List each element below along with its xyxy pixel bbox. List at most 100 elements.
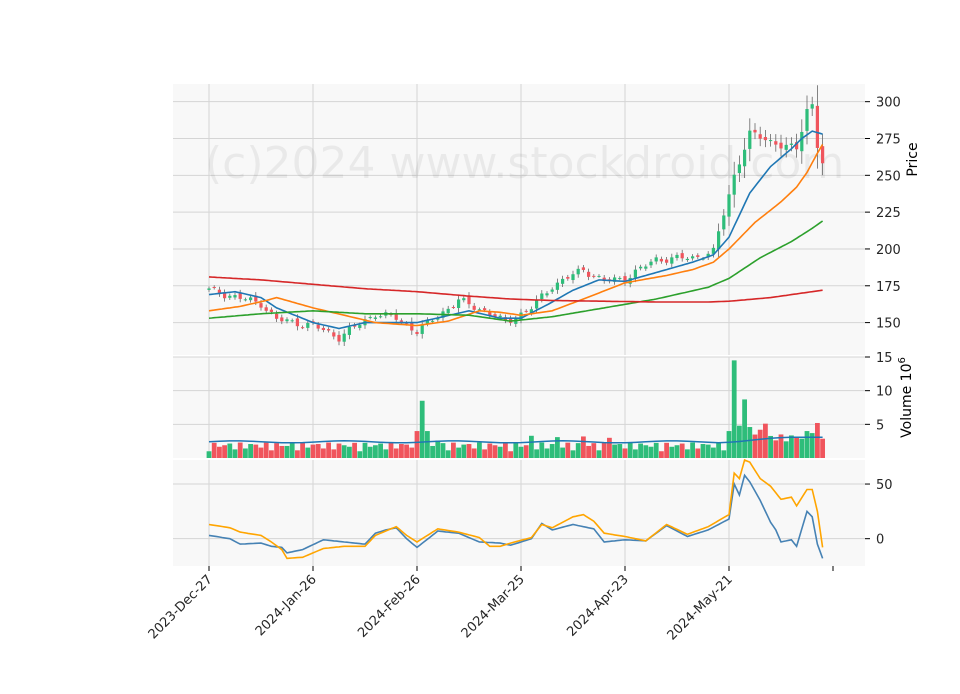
volume-bar (752, 434, 758, 458)
volume-bar (596, 450, 602, 458)
volume-bar (461, 444, 467, 458)
volume-bar (534, 449, 539, 458)
candle-body (358, 325, 362, 328)
candle-body (732, 174, 736, 195)
candle-body (415, 331, 419, 335)
candle-body (410, 321, 414, 331)
volume-bar (742, 399, 747, 458)
volume-bar (295, 450, 300, 458)
candle-body (618, 277, 622, 279)
candle-body (332, 332, 336, 337)
candle-body (820, 146, 825, 164)
candle-body (664, 259, 669, 263)
volume-bar (341, 445, 347, 458)
volume-bar (523, 445, 529, 458)
volume-bar (549, 444, 555, 458)
candle-body (534, 299, 539, 309)
candle-body (274, 313, 279, 319)
volume-bar (607, 437, 612, 458)
volume-bar (217, 446, 222, 458)
volume-bar (664, 442, 669, 458)
candle-body (493, 314, 497, 318)
candle-body (794, 142, 799, 150)
volume-bar (711, 447, 716, 458)
volume-ma-line (208, 436, 823, 444)
candle-body (238, 293, 242, 299)
volume-bar (705, 444, 711, 458)
volume-bar (659, 451, 664, 458)
candle-body (300, 327, 305, 329)
candle-body (742, 149, 747, 167)
osc_a-line (208, 473, 824, 559)
volume-bar (638, 443, 643, 458)
candle-body (555, 282, 560, 290)
candle-body (566, 276, 570, 279)
volume-tick-label: 10 (876, 385, 893, 400)
candle-body (394, 313, 398, 320)
candle-body (810, 104, 814, 109)
volume-bar (248, 444, 253, 458)
volume-bar (815, 422, 820, 458)
candle-body (753, 129, 757, 133)
candle-body (337, 334, 341, 342)
volume-bar (627, 442, 633, 458)
candle-body (462, 298, 466, 301)
volume-bar (648, 446, 654, 458)
volume-bar (482, 449, 487, 458)
volume-bar (612, 444, 617, 458)
volume-bar (232, 449, 238, 458)
candle-body (670, 257, 674, 264)
candle-body (228, 295, 232, 298)
volume-bar (783, 441, 789, 458)
volume-bar (284, 445, 290, 458)
volume-bar (643, 445, 649, 458)
candle-body (659, 258, 664, 262)
volume-bar (347, 446, 352, 458)
volume-bar (310, 444, 316, 458)
candle-body (685, 258, 690, 261)
price-tick-label: 175 (876, 280, 901, 295)
candle-body (306, 322, 310, 328)
volume-bar (362, 442, 368, 458)
volume-bar (809, 433, 815, 458)
candle-body (368, 317, 372, 319)
ma_mid-line (208, 143, 824, 327)
candle-body (774, 141, 778, 145)
candle-body (592, 275, 596, 277)
candle-body (638, 266, 643, 269)
volume-bar (274, 443, 279, 458)
candle-body (425, 319, 430, 324)
volume-bar (414, 431, 420, 458)
candle-body (280, 317, 284, 322)
volume-bar (799, 438, 805, 458)
volume-bar (555, 437, 560, 458)
volume-bar (633, 449, 638, 458)
volume-bar (373, 445, 378, 458)
candle-body (347, 326, 352, 335)
volume-bar (622, 448, 628, 458)
price-axis-label: Price (905, 142, 921, 176)
volume-bar (331, 449, 337, 458)
volume-bar (570, 450, 576, 458)
candle-body (482, 308, 487, 311)
volume-bar (326, 442, 331, 458)
candle-body (373, 317, 378, 319)
candle-body (706, 253, 710, 258)
volume-bar (211, 442, 217, 458)
candle-body (436, 318, 440, 320)
candle-body (540, 293, 544, 300)
candle-body (285, 319, 289, 322)
price-tick-label: 300 (876, 96, 901, 111)
volume-bar (674, 445, 680, 458)
volume-bar (669, 446, 675, 458)
candle-body (212, 287, 216, 289)
price-tick-label: 275 (876, 132, 901, 147)
price-tick-label: 150 (876, 317, 901, 332)
volume-bar (393, 448, 399, 458)
volume-bar (237, 442, 243, 458)
volume-bar (820, 438, 825, 458)
candle-body (545, 293, 549, 296)
candle-body (243, 299, 248, 301)
candle-body (602, 277, 606, 282)
